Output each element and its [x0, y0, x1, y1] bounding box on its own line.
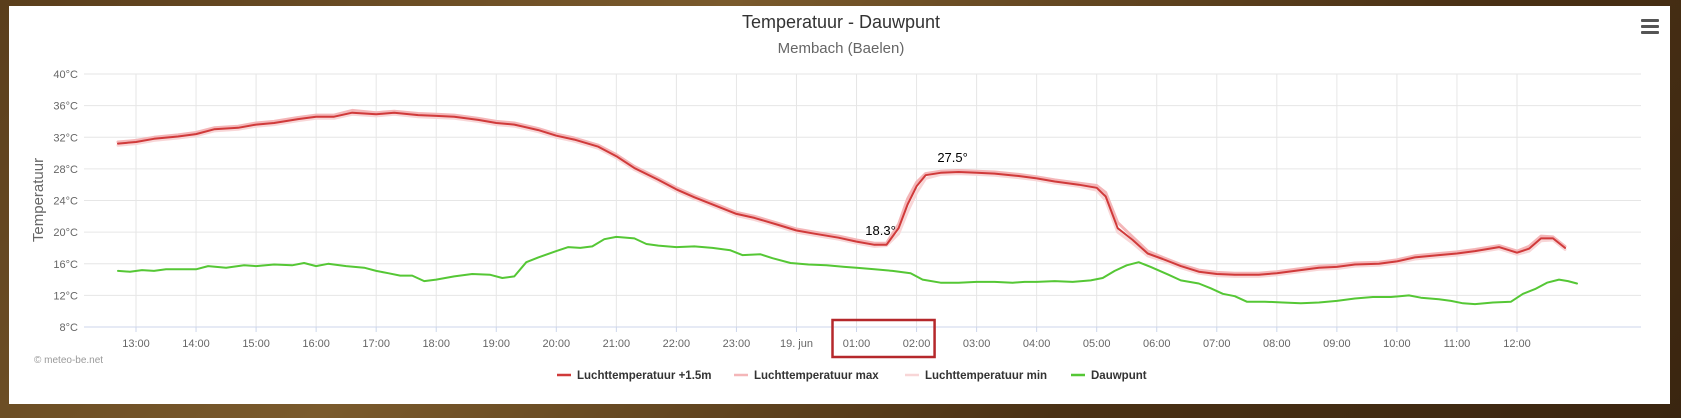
series-lines	[116, 108, 1578, 306]
x-tick-label: 10:00	[1383, 338, 1411, 350]
y-tick-label: 16°C	[53, 259, 78, 271]
chart-subtitle: Membach (Baelen)	[778, 40, 905, 57]
x-tick-label: 01:00	[843, 338, 871, 350]
x-tick-label: 07:00	[1203, 338, 1231, 350]
x-axis: 13:00 14:00 15:00 16:00 17:00 18:00 19:00 20:00…	[84, 326, 1641, 350]
y-tick-label: 20°C	[53, 227, 78, 239]
y-tick-label: 12°C	[53, 290, 78, 302]
legend-label: Luchttemperatuur min	[925, 370, 1047, 382]
legend-item[interactable]: Dauwpunt	[1071, 370, 1147, 382]
chart-svg: 8°C 12°C 16°C 20°C 24°C 28°C 32°C 36°C 40°C 13:0…	[30, 12, 1641, 382]
credits-text[interactable]: © meteo-be.net	[34, 355, 103, 366]
legend-label: Dauwpunt	[1091, 370, 1147, 382]
x-tick-label: 05:00	[1083, 338, 1111, 350]
annotations: 27.5° 18.3°	[831, 150, 968, 359]
x-tick-label: 04:00	[1023, 338, 1051, 350]
series-line-dauwpunt[interactable]	[117, 235, 1578, 306]
x-tick-label: 19:00	[482, 338, 510, 350]
series-line-luchttemperatuur-1-5m[interactable]	[117, 111, 1566, 276]
series-line-luchttemperatuur-min[interactable]	[116, 112, 1567, 278]
x-tick-label: 13:00	[122, 338, 150, 350]
y-axis-title: Temperatuur	[30, 158, 47, 242]
data-label: 27.5°	[937, 150, 968, 165]
x-tick-label: 22:00	[663, 338, 691, 350]
x-tick-label: 15:00	[242, 338, 270, 350]
data-label: 18.3°	[865, 223, 896, 238]
y-tick-label: 32°C	[53, 132, 78, 144]
x-tick-label: 08:00	[1263, 338, 1291, 350]
y-tick-label: 8°C	[60, 322, 79, 334]
x-tick-label: 23:00	[723, 338, 751, 350]
legend: Luchttemperatuur +1.5m Luchttemperatuur m…	[557, 370, 1147, 382]
x-tick-label: 11:00	[1444, 338, 1471, 350]
x-tick-label: 06:00	[1143, 338, 1171, 350]
legend-item[interactable]: Luchttemperatuur min	[905, 370, 1047, 382]
x-tick-label: 14:00	[182, 338, 210, 350]
legend-item[interactable]: Luchttemperatuur max	[734, 370, 879, 382]
chart-title: Temperatuur - Dauwpunt	[742, 12, 940, 32]
y-tick-label: 24°C	[53, 196, 78, 208]
x-tick-label: 09:00	[1323, 338, 1351, 350]
chart-panel: 8°C 12°C 16°C 20°C 24°C 28°C 32°C 36°C 40°C 13:0…	[9, 6, 1670, 404]
x-tick-label: 02:00	[903, 338, 931, 350]
hamburger-menu-icon[interactable]	[1638, 16, 1662, 38]
x-tick-label: 03:00	[963, 338, 991, 350]
legend-label: Luchttemperatuur max	[754, 370, 879, 382]
x-tick-label: 20:00	[543, 338, 571, 350]
x-tick-label: 19. jun	[780, 338, 813, 350]
y-tick-label: 40°C	[53, 69, 78, 81]
x-tick-label: 16:00	[302, 338, 330, 350]
chart-grid	[84, 73, 1641, 328]
legend-item[interactable]: Luchttemperatuur +1.5m	[557, 370, 712, 382]
x-tick-label: 21:00	[603, 338, 631, 350]
x-tick-label: 18:00	[422, 338, 450, 350]
series-line-luchttemperatuur-max[interactable]	[116, 108, 1567, 275]
x-tick-label: 12:00	[1503, 338, 1531, 350]
y-axis: 8°C 12°C 16°C 20°C 24°C 28°C 32°C 36°C 40°C	[53, 69, 78, 334]
y-tick-label: 28°C	[53, 164, 78, 176]
y-tick-label: 36°C	[53, 101, 78, 113]
highlight-box	[831, 318, 936, 359]
x-tick-label: 17:00	[362, 338, 390, 350]
legend-label: Luchttemperatuur +1.5m	[577, 370, 712, 382]
